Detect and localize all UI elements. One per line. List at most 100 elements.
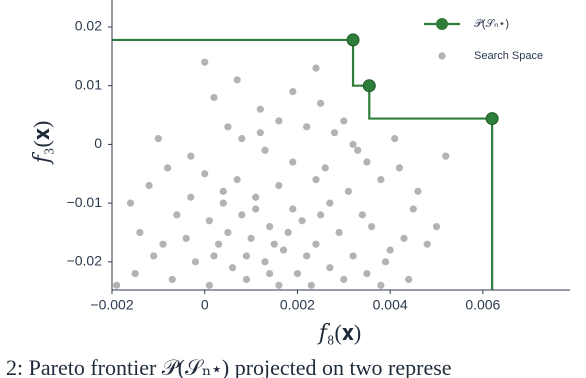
- search-point: [224, 228, 232, 237]
- y-tick-label: −0.01: [67, 194, 103, 210]
- search-point: [391, 134, 399, 143]
- search-point: [219, 199, 227, 207]
- legend-marker: [436, 18, 448, 30]
- search-point: [349, 140, 357, 149]
- search-point: [317, 99, 325, 107]
- legend-label: 𝒫(𝒮ₙ⋆): [474, 18, 509, 30]
- search-point: [270, 240, 278, 248]
- search-point: [423, 240, 431, 248]
- pareto-point: [362, 79, 376, 93]
- search-point: [405, 275, 413, 284]
- pareto-point: [346, 33, 360, 47]
- search-point: [289, 87, 297, 96]
- search-point: [261, 258, 269, 266]
- search-point: [215, 240, 223, 248]
- search-point: [409, 205, 417, 213]
- search-point: [233, 76, 241, 84]
- y-tick-label: 0.02: [75, 18, 102, 34]
- search-point: [136, 228, 144, 237]
- search-point: [363, 269, 371, 278]
- search-point: [326, 199, 334, 207]
- search-point: [340, 275, 348, 284]
- search-point: [205, 281, 213, 289]
- caption: 2: Pareto frontier 𝒫(𝒮ₙ⋆) projected on t…: [6, 355, 452, 378]
- search-point: [330, 129, 339, 137]
- search-point: [354, 146, 362, 154]
- pareto-point: [485, 112, 499, 126]
- search-point: [303, 123, 311, 131]
- search-point: [312, 176, 320, 184]
- search-point: [256, 105, 264, 113]
- search-point: [224, 123, 232, 131]
- search-point: [113, 281, 121, 289]
- search-point: [298, 217, 306, 225]
- search-point: [131, 269, 139, 278]
- search-point: [173, 211, 181, 219]
- search-point: [326, 264, 334, 272]
- search-point: [381, 258, 390, 266]
- search-point: [312, 240, 320, 248]
- search-point: [201, 170, 209, 178]
- search-point: [275, 281, 283, 289]
- search-point: [201, 58, 209, 66]
- search-point: [317, 211, 325, 219]
- search-point: [228, 264, 237, 272]
- search-point: [126, 199, 135, 207]
- search-point: [242, 275, 251, 284]
- search-point: [442, 152, 450, 160]
- x-axis-label: 𝑓₈(𝐱): [317, 320, 362, 345]
- search-point: [233, 176, 241, 184]
- search-point: [275, 181, 283, 190]
- search-point: [238, 211, 246, 219]
- search-point: [400, 234, 408, 242]
- search-point: [252, 205, 260, 213]
- search-point: [363, 158, 371, 166]
- y-tick-label: 0: [94, 135, 102, 151]
- search-point: [358, 211, 366, 219]
- search-point: [321, 164, 329, 172]
- search-point: [187, 193, 195, 201]
- search-point: [238, 134, 246, 143]
- search-point: [242, 252, 251, 260]
- search-point: [377, 176, 385, 184]
- y-axis-label: 𝑓₃(𝐱): [29, 121, 54, 166]
- search-point: [150, 252, 158, 260]
- y-tick-label: −0.02: [67, 253, 103, 269]
- search-point: [159, 240, 167, 248]
- x-tick-label: 0: [201, 297, 209, 313]
- search-point: [414, 187, 422, 195]
- legend-label: Search Space: [474, 50, 543, 62]
- x-tick-label: 0.004: [373, 297, 408, 313]
- search-point: [154, 134, 162, 143]
- x-tick-label: −0.002: [90, 297, 133, 313]
- search-point: [145, 181, 153, 190]
- search-point: [344, 187, 353, 195]
- search-point: [219, 187, 227, 195]
- search-point: [303, 252, 311, 260]
- search-point: [386, 246, 394, 254]
- search-point: [340, 117, 348, 125]
- search-point: [307, 281, 315, 289]
- search-point: [187, 152, 195, 160]
- search-point: [377, 281, 385, 289]
- search-point: [289, 158, 297, 166]
- search-point: [289, 205, 297, 213]
- search-point: [284, 228, 292, 237]
- search-point: [275, 117, 283, 125]
- x-tick-label: 0.002: [280, 297, 315, 313]
- search-point: [279, 246, 288, 254]
- search-point: [247, 234, 255, 242]
- search-point: [252, 193, 260, 201]
- search-point: [312, 64, 320, 72]
- search-point: [164, 164, 172, 172]
- search-point: [256, 129, 264, 137]
- search-point: [335, 228, 343, 237]
- x-tick-label: 0.006: [465, 297, 500, 313]
- search-point: [293, 269, 302, 278]
- search-point: [266, 269, 274, 278]
- search-point: [367, 222, 376, 231]
- search-point: [210, 93, 218, 102]
- search-point: [432, 222, 441, 231]
